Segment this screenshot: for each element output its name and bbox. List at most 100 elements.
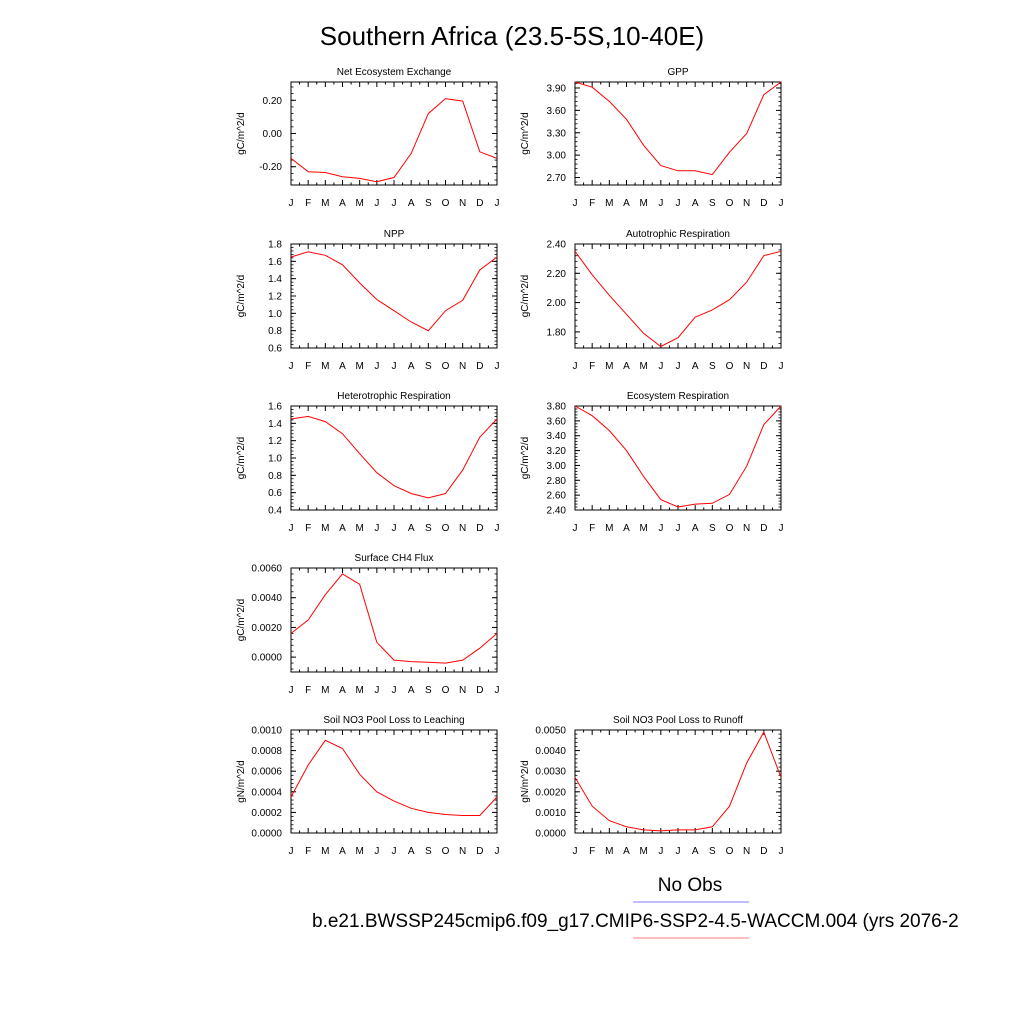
y-tick-label: 1.2 xyxy=(268,292,282,303)
x-tick-label: N xyxy=(459,361,466,372)
plot-frame xyxy=(290,567,498,673)
x-tick-label: D xyxy=(476,846,483,857)
x-tick-label: M xyxy=(639,846,647,857)
y-axis-label: gC/m^2/d xyxy=(236,112,247,155)
x-tick-label: S xyxy=(709,198,716,209)
x-tick-label: D xyxy=(760,846,767,857)
x-tick-label: J xyxy=(392,846,397,857)
y-tick-label: 1.0 xyxy=(268,454,282,465)
y-axis-label: gC/m^2/d xyxy=(520,275,531,318)
series-line xyxy=(574,405,782,508)
x-tick-label: S xyxy=(709,523,716,534)
x-tick-label: M xyxy=(355,523,363,534)
x-tick-label: M xyxy=(321,685,329,696)
y-tick-label: 1.2 xyxy=(268,436,282,447)
x-tick-label: J xyxy=(289,361,294,372)
x-tick-label: S xyxy=(425,523,432,534)
x-tick-label: A xyxy=(623,523,630,534)
x-tick-label: N xyxy=(459,198,466,209)
x-tick-label: A xyxy=(408,685,415,696)
panel-title: NPP xyxy=(384,229,405,240)
legend: No Obs b.e21.BWSSP245cmip6.f09_g17.CMIP6… xyxy=(312,875,959,939)
x-tick-label: D xyxy=(476,523,483,534)
y-tick-label: 0.0060 xyxy=(251,564,282,575)
y-tick-label: 3.00 xyxy=(547,151,567,162)
x-tick-label: M xyxy=(605,523,613,534)
x-tick-label: J xyxy=(495,361,500,372)
y-tick-label: 3.00 xyxy=(547,461,567,472)
x-tick-label: S xyxy=(425,846,432,857)
x-tick-label: O xyxy=(726,846,734,857)
x-tick-label: N xyxy=(459,685,466,696)
x-tick-label: N xyxy=(743,361,750,372)
y-tick-label: 1.80 xyxy=(547,327,567,338)
x-tick-label: M xyxy=(639,198,647,209)
x-tick-label: F xyxy=(589,523,595,534)
y-tick-label: 0.8 xyxy=(268,326,282,337)
legend-case-label: b.e21.BWSSP245cmip6.f09_g17.CMIP6-SSP2-4… xyxy=(312,911,959,932)
y-tick-label: 0.00 xyxy=(263,129,283,140)
x-tick-label: M xyxy=(605,846,613,857)
y-tick-label: 3.40 xyxy=(547,431,567,442)
y-tick-label: 3.30 xyxy=(547,128,567,139)
x-tick-label: D xyxy=(760,523,767,534)
plot-frame xyxy=(290,405,498,511)
x-tick-label: F xyxy=(305,361,311,372)
y-tick-label: 2.20 xyxy=(547,269,567,280)
x-tick-label: A xyxy=(339,846,346,857)
y-tick-label: 0.0010 xyxy=(535,808,566,819)
y-tick-label: 0.0002 xyxy=(251,808,282,819)
y-tick-label: 2.80 xyxy=(547,476,567,487)
x-tick-label: F xyxy=(589,361,595,372)
x-tick-label: J xyxy=(658,361,663,372)
y-tick-label: 3.20 xyxy=(547,446,567,457)
x-tick-label: A xyxy=(339,685,346,696)
x-tick-label: O xyxy=(726,361,734,372)
y-tick-label: 0.0040 xyxy=(535,746,566,757)
x-tick-label: D xyxy=(760,198,767,209)
x-tick-label: M xyxy=(355,846,363,857)
x-tick-label: J xyxy=(374,361,379,372)
panel-title: Heterotrophic Respiration xyxy=(337,391,450,402)
x-tick-label: A xyxy=(623,198,630,209)
x-tick-label: F xyxy=(305,198,311,209)
x-tick-label: M xyxy=(321,523,329,534)
y-tick-label: 0.0000 xyxy=(251,653,282,664)
y-tick-label: 0.20 xyxy=(263,96,283,107)
series-line xyxy=(290,98,498,183)
plot-frame xyxy=(574,81,782,186)
y-tick-label: 1.4 xyxy=(268,419,282,430)
panel-title: Autotrophic Respiration xyxy=(626,229,730,240)
plot-frame xyxy=(574,243,782,349)
x-tick-label: M xyxy=(355,198,363,209)
y-axis-label: gC/m^2/d xyxy=(236,275,247,318)
y-tick-label: 0.0030 xyxy=(535,767,566,778)
panel-title: Ecosystem Respiration xyxy=(627,391,729,402)
x-tick-label: M xyxy=(321,361,329,372)
y-tick-label: 0.0008 xyxy=(251,746,282,757)
x-tick-label: M xyxy=(605,198,613,209)
y-tick-label: -0.20 xyxy=(259,162,282,173)
y-tick-label: 0.0006 xyxy=(251,767,282,778)
x-tick-label: O xyxy=(442,685,450,696)
x-tick-label: D xyxy=(476,685,483,696)
x-tick-label: S xyxy=(425,198,432,209)
x-tick-label: F xyxy=(305,523,311,534)
x-tick-label: J xyxy=(392,198,397,209)
x-tick-label: M xyxy=(355,361,363,372)
y-tick-label: 2.40 xyxy=(547,240,567,251)
y-tick-label: 1.4 xyxy=(268,274,282,285)
y-tick-label: 0.0000 xyxy=(251,829,282,840)
y-tick-label: 2.70 xyxy=(547,173,567,184)
y-tick-label: 3.80 xyxy=(547,402,567,413)
x-tick-label: F xyxy=(589,198,595,209)
x-tick-label: F xyxy=(305,685,311,696)
x-tick-label: J xyxy=(495,523,500,534)
panel-title: Surface CH4 Flux xyxy=(355,553,434,564)
x-tick-label: J xyxy=(289,685,294,696)
x-tick-label: M xyxy=(639,361,647,372)
series-line xyxy=(574,81,782,176)
